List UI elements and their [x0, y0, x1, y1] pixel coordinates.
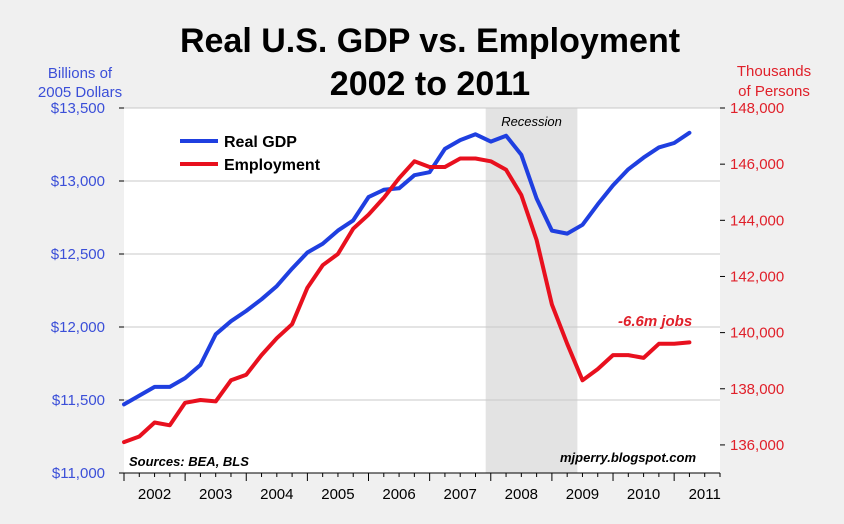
- left-tick-label: $11,000: [52, 465, 105, 482]
- x-tick-label: 2009: [566, 486, 599, 503]
- right-tick-label: 144,000: [730, 212, 784, 229]
- left-tick-label: $12,000: [51, 319, 105, 336]
- right-tick-label: 142,000: [730, 268, 784, 285]
- x-tick-label: 2006: [382, 486, 415, 503]
- left-tick-label: $11,500: [52, 392, 105, 409]
- x-tick-label: 2008: [505, 486, 538, 503]
- x-tick-label: 2011: [689, 486, 721, 503]
- left-axis-title-line1: Billions of: [48, 65, 113, 82]
- x-tick-label: 2002: [138, 486, 171, 503]
- x-tick-label: 2004: [260, 486, 293, 503]
- series-line-employment: [122, 156, 692, 445]
- recession-label: Recession: [501, 114, 562, 129]
- left-tick-label: $13,000: [51, 173, 105, 190]
- x-tick-label: 2010: [627, 486, 660, 503]
- legend-label-real-gdp: Real GDP: [224, 134, 297, 151]
- plot-area: [124, 108, 720, 473]
- legend-label-employment: Employment: [224, 157, 321, 174]
- legend: Real GDP Employment: [180, 134, 321, 174]
- left-axis-ticks: $11,000 $11,500 $12,000 $12,500 $13,000 $13,5…: [51, 100, 124, 482]
- x-tick-label: 2003: [199, 486, 232, 503]
- right-tick-label: 148,000: [730, 100, 784, 117]
- right-tick-label: 140,000: [730, 325, 784, 342]
- right-axis-title-line1: Thousands: [737, 63, 811, 80]
- recession-band: [485, 108, 578, 473]
- chart-title-line2: 2002 to 2011: [330, 65, 530, 103]
- x-tick-label: 2005: [321, 486, 354, 503]
- right-tick-label: 138,000: [730, 381, 784, 398]
- left-tick-label: $12,500: [51, 246, 105, 263]
- right-axis-title-line2: of Persons: [738, 83, 810, 100]
- sources-annotation: Sources: BEA, BLS: [129, 454, 249, 469]
- jobs-annotation: -6.6m jobs: [618, 313, 692, 330]
- chart-title-line1: Real U.S. GDP vs. Employment: [180, 22, 680, 60]
- credit-annotation: mjperry.blogspot.com: [560, 450, 696, 465]
- series-line-real-gdp: [122, 130, 692, 407]
- right-tick-label: 146,000: [730, 156, 784, 173]
- right-tick-label: 136,000: [730, 437, 784, 454]
- x-axis-ticks: 2002 2003 2004 2005 2006 2007 2008 2009 2010 2011: [123, 473, 721, 503]
- right-axis-ticks: 136,000 138,000 140,000 142,000 144,000 146,0…: [720, 100, 784, 454]
- left-tick-label: $13,500: [51, 100, 105, 117]
- series-layer: [122, 130, 692, 445]
- x-tick-label: 2007: [444, 486, 477, 503]
- left-axis-title-line2: 2005 Dollars: [38, 84, 122, 101]
